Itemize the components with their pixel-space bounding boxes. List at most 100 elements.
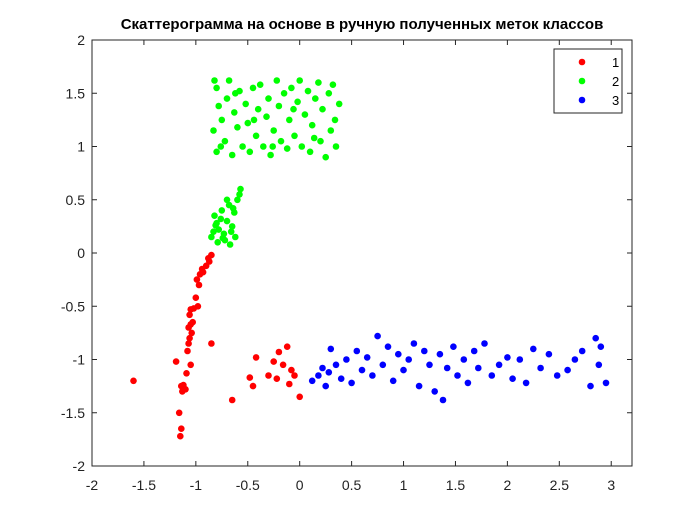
data-point-series-1 [206, 258, 213, 265]
data-point-series-3 [325, 369, 333, 376]
data-point-series-2 [331, 116, 339, 124]
data-point-series-3 [415, 382, 423, 390]
data-point-series-2 [215, 102, 222, 110]
data-point-series-3 [537, 364, 544, 372]
data-point-series-2 [249, 84, 257, 92]
data-point-series-2 [294, 98, 301, 106]
data-point-series-2 [312, 95, 319, 102]
data-point-series-1 [187, 361, 194, 369]
data-point-series-3 [509, 375, 516, 383]
data-point-series-2 [211, 77, 218, 84]
data-point-series-2 [296, 77, 304, 84]
data-point-series-2 [232, 233, 239, 241]
data-point-series-3 [358, 366, 366, 374]
data-point-series-1 [283, 343, 291, 351]
data-point-series-2 [319, 105, 326, 113]
data-point-series-3 [436, 350, 444, 358]
data-point-series-1 [270, 358, 278, 365]
data-point-series-2 [308, 121, 316, 129]
data-point-series-3 [571, 356, 579, 363]
data-point-series-3 [564, 366, 571, 374]
x-tick-label: 1 [400, 477, 408, 493]
y-tick-label: 1.5 [66, 85, 86, 101]
data-point-series-3 [464, 379, 472, 387]
data-point-series-2 [275, 102, 283, 110]
data-point-series-2 [267, 151, 274, 159]
y-tick-label: 1 [77, 139, 85, 155]
data-point-series-3 [327, 345, 335, 353]
data-point-series-2 [225, 77, 233, 84]
data-point-series-2 [256, 81, 264, 88]
data-point-series-2 [250, 116, 258, 124]
data-point-series-3 [488, 372, 496, 379]
plot-area [92, 40, 632, 466]
data-point-series-3 [348, 379, 355, 387]
data-point-series-1 [265, 372, 272, 379]
data-point-series-2 [246, 148, 254, 156]
data-point-series-2 [306, 148, 314, 156]
data-point-series-2 [304, 87, 312, 95]
data-point-series-2 [263, 113, 270, 120]
data-point-series-2 [213, 148, 220, 156]
data-points [130, 77, 610, 440]
data-point-series-3 [426, 361, 433, 369]
data-point-series-2 [298, 143, 306, 150]
x-tick-label: 1.5 [446, 477, 466, 493]
data-point-series-2 [223, 196, 231, 204]
data-point-series-1 [186, 311, 193, 319]
x-tick-label: -0.5 [236, 477, 260, 493]
data-point-series-2 [317, 137, 324, 145]
data-point-series-1 [130, 377, 137, 385]
data-point-series-2 [335, 100, 343, 108]
data-point-series-3 [389, 377, 397, 385]
data-point-series-2 [310, 134, 318, 142]
data-point-series-1 [286, 380, 293, 388]
data-point-series-3 [522, 379, 530, 387]
y-tick-label: 0 [77, 245, 85, 261]
data-point-series-3 [470, 347, 478, 355]
data-point-series-3 [308, 377, 316, 385]
data-point-series-2 [217, 143, 225, 150]
y-tick-label: 2 [77, 32, 85, 48]
data-point-series-1 [192, 294, 200, 302]
legend-marker [578, 58, 586, 66]
data-point-series-3 [431, 388, 439, 395]
x-tick-label: 0.5 [342, 477, 362, 493]
data-point-series-3 [602, 379, 610, 387]
x-tick-label: 0 [296, 477, 304, 493]
data-point-series-3 [595, 361, 603, 369]
data-point-series-3 [384, 343, 392, 351]
data-point-series-1 [249, 382, 257, 390]
data-point-series-1 [273, 375, 281, 383]
legend-label: 3 [612, 93, 619, 108]
x-tick-label: -1 [190, 477, 203, 493]
data-point-series-2 [244, 119, 252, 127]
data-point-series-1 [193, 276, 201, 283]
data-point-series-3 [379, 361, 387, 369]
data-point-series-3 [363, 354, 371, 361]
data-point-series-2 [242, 100, 249, 108]
legend-label: 2 [612, 74, 619, 89]
x-tick-label: 2.5 [550, 477, 570, 493]
data-point-series-1 [188, 329, 195, 337]
data-point-series-2 [280, 90, 288, 97]
data-point-series-2 [214, 239, 221, 246]
data-point-series-2 [227, 228, 235, 235]
data-point-series-2 [210, 127, 217, 134]
data-point-series-2 [221, 137, 229, 145]
data-point-series-3 [454, 372, 461, 379]
data-point-series-2 [218, 116, 226, 124]
data-point-series-2 [239, 143, 246, 150]
data-point-series-2 [223, 95, 231, 102]
data-point-series-3 [319, 364, 326, 372]
data-point-series-3 [439, 396, 447, 404]
legend-box [553, 48, 623, 114]
data-point-series-2 [265, 95, 272, 102]
data-point-series-1 [291, 372, 298, 379]
data-point-series-1 [177, 432, 184, 440]
data-point-series-1 [296, 393, 304, 401]
data-point-series-2 [290, 105, 297, 113]
data-point-series-1 [178, 425, 185, 433]
data-point-series-3 [332, 361, 340, 369]
